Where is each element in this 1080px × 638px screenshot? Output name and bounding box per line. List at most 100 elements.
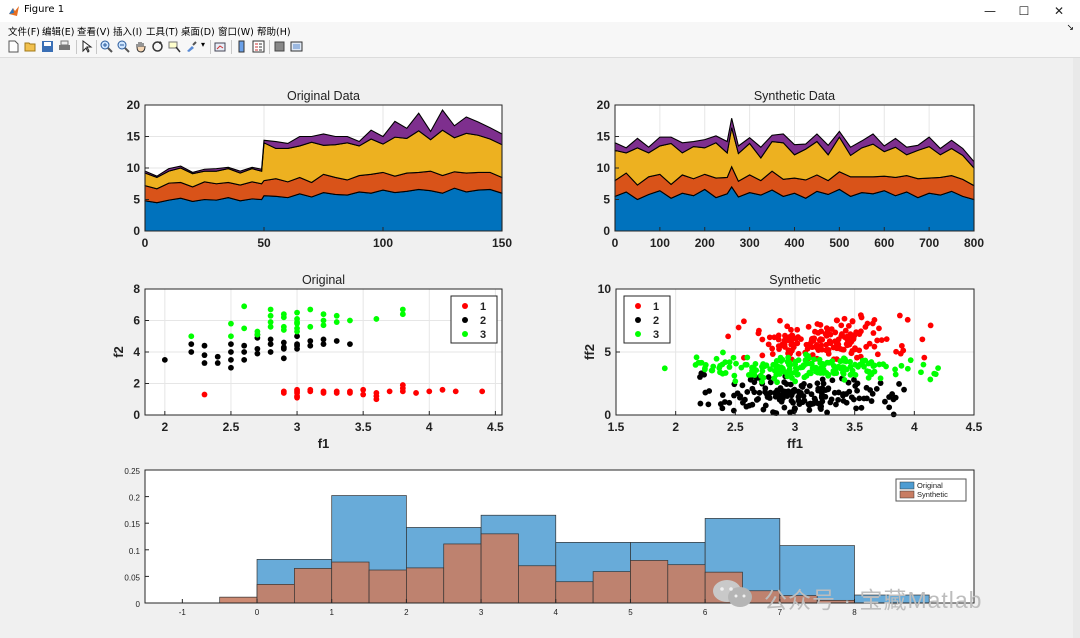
scatter-point-1 [784, 323, 791, 330]
scatter-point-2 [783, 381, 790, 387]
scatter-point-3 [927, 376, 934, 383]
scatter-point-2 [784, 393, 791, 399]
scatter-point-1 [869, 320, 876, 327]
menu-file[interactable]: 文件(F) [8, 27, 40, 38]
scatter-point-2 [798, 382, 805, 389]
scatter-point-2 [739, 399, 746, 406]
figure-canvas[interactable]: 0 50 100 150 0 5 10 15 20 Original Data 0 100 200 300… [5, 58, 1071, 638]
toolbar-separator [231, 40, 232, 54]
open-file-icon[interactable] [24, 40, 37, 53]
scatter-point-3 [794, 371, 801, 378]
colorbar-icon[interactable] [235, 40, 248, 53]
scatter-point-3 [744, 354, 751, 361]
scatter-point-2 [886, 404, 893, 411]
scatter-point-2 [320, 336, 327, 343]
scatter-point-2 [228, 356, 234, 363]
scatter-point-1 [840, 346, 847, 353]
close-button[interactable]: ✕ [1053, 4, 1065, 18]
menu-edit[interactable]: 编辑(E) [42, 27, 75, 38]
toolbar-separator [96, 40, 97, 54]
menu-view[interactable]: 查看(V) [77, 27, 110, 38]
brush-dropdown-icon[interactable]: ▾ [201, 40, 206, 49]
menu-window[interactable]: 窗口(W) [218, 27, 254, 38]
y-tick-label: 4 [133, 345, 140, 359]
hist-bar-synthetic [219, 596, 258, 604]
scatter-point-3 [792, 361, 799, 368]
menu-desktop[interactable]: 桌面(D) [181, 27, 215, 38]
scatter-point-3 [294, 309, 300, 316]
hide-plot-tools-icon[interactable] [273, 40, 286, 53]
scatter-point-1 [777, 317, 783, 324]
zoom-out-icon[interactable] [117, 40, 130, 53]
brush-icon[interactable] [185, 40, 198, 53]
scatter-point-2 [882, 398, 888, 405]
x-tick-label: 6 [703, 608, 708, 617]
scatter-point-2 [833, 401, 839, 408]
legend-icon[interactable] [252, 40, 265, 53]
scatter-point-2 [767, 389, 774, 396]
scatter-point-3 [864, 368, 870, 375]
scatter-point-1 [805, 323, 812, 330]
y-tick-label: 0 [603, 224, 610, 238]
scatter-point-2 [736, 394, 743, 401]
scatter-point-1 [826, 338, 833, 345]
legend-marker-3 [635, 331, 641, 337]
minimize-button[interactable]: — [984, 4, 996, 18]
toolbar: ▾ [0, 37, 1080, 58]
scatter-point-1 [804, 345, 811, 352]
window-title: Figure 1 [24, 4, 65, 15]
undock-arrow-icon[interactable]: ↘ [1066, 23, 1074, 33]
scatter-point-1 [360, 391, 367, 398]
scatter-point-2 [811, 395, 818, 402]
scatter-point-1 [870, 330, 877, 336]
menu-insert[interactable]: 插入(I) [113, 27, 143, 38]
x-tick-label: 500 [829, 236, 849, 250]
scatter-point-1 [893, 348, 900, 355]
hist-bar-synthetic [480, 533, 519, 604]
x-tick-label: 8 [852, 608, 857, 617]
scatter-point-3 [713, 355, 720, 362]
x-tick-label: 5 [628, 608, 633, 617]
scatter-point-2 [280, 339, 287, 346]
new-figure-icon[interactable] [7, 40, 20, 53]
pointer-icon[interactable] [80, 40, 93, 53]
menu-help[interactable]: 帮助(H) [257, 27, 291, 38]
rotate-icon[interactable] [151, 40, 164, 53]
scatter-point-2 [892, 394, 899, 401]
x-tick-label: 100 [650, 236, 670, 250]
legend-label: 2 [480, 315, 486, 327]
y-axis-label: f2 [111, 346, 126, 358]
legend-marker-1 [462, 303, 468, 309]
scatter-point-2 [228, 341, 234, 348]
scatter-point-2 [827, 399, 834, 406]
hist-bar-synthetic [294, 568, 333, 604]
scatter-point-2 [254, 350, 261, 357]
y-tick-label: 0.05 [124, 573, 140, 582]
print-icon[interactable] [58, 40, 71, 53]
scatter-point-1 [788, 341, 795, 348]
scatter-point-2 [846, 388, 853, 395]
scatter-point-2 [320, 341, 327, 348]
save-icon[interactable] [41, 40, 54, 53]
scatter-point-3 [920, 361, 927, 368]
scatter-point-1 [864, 320, 871, 327]
x-tick-label: 150 [492, 236, 512, 250]
show-plot-tools-icon[interactable] [290, 40, 303, 53]
scatter-point-2 [799, 399, 806, 406]
data-cursor-icon[interactable] [168, 40, 181, 53]
scatter-point-3 [697, 359, 704, 366]
scatter-point-1 [785, 350, 791, 357]
maximize-button[interactable]: ☐ [1018, 4, 1030, 18]
legend-marker-1 [635, 303, 641, 309]
scatter-point-1 [201, 391, 208, 398]
menu-tools[interactable]: 工具(T) [146, 27, 179, 38]
legend-marker-3 [462, 331, 468, 337]
scatter-point-2 [901, 386, 907, 393]
scatter-point-3 [320, 317, 327, 324]
scatter-point-1 [815, 330, 821, 336]
scatter-point-3 [745, 371, 752, 378]
scatter-point-2 [858, 404, 865, 411]
pan-icon[interactable] [134, 40, 147, 53]
link-plot-icon[interactable] [214, 40, 227, 53]
zoom-in-icon[interactable] [100, 40, 113, 53]
